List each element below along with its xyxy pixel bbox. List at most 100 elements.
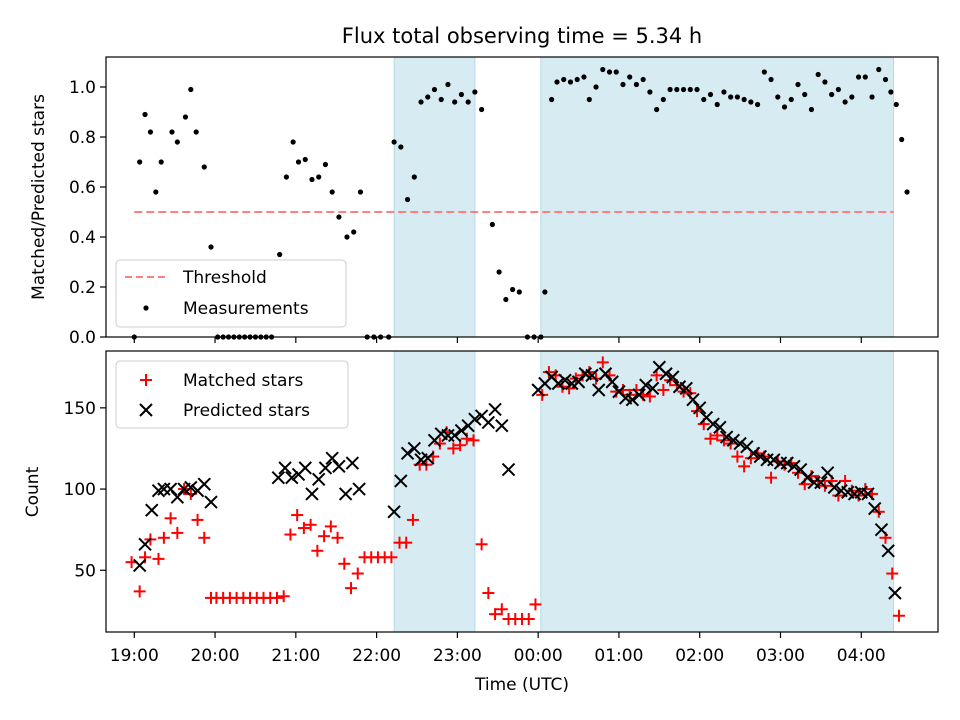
legend-matched-label: Matched stars: [183, 371, 303, 391]
predicted-star-point: [468, 412, 482, 426]
matched-star-point: [284, 528, 297, 541]
measurement-point: [694, 86, 700, 93]
x-marker-b: [352, 482, 366, 496]
measurement-point: [344, 234, 350, 240]
x-marker-b: [345, 456, 360, 470]
measurement-point: [869, 94, 875, 100]
predicted-star-point: [585, 368, 599, 383]
x-marker-b: [474, 409, 489, 423]
legend-matched-swatch: [140, 374, 152, 386]
x-axis-label: Time (UTC): [474, 675, 569, 695]
x-marker-b: [598, 367, 613, 381]
matched-star-point: [304, 518, 317, 531]
predicted-star-point: [345, 456, 360, 470]
predicted-star-point: [787, 459, 801, 474]
x-marker-b: [318, 461, 333, 475]
x-marker-b: [827, 480, 842, 495]
x-marker-b: [558, 373, 572, 387]
predicted-star-point: [625, 393, 640, 407]
measurement-point: [309, 176, 315, 183]
measurement-point: [169, 129, 175, 135]
x-tick-label: 04:00: [837, 646, 886, 666]
predicted-star-point: [305, 487, 319, 501]
x-marker-b: [605, 375, 619, 389]
predicted-star-point: [868, 501, 882, 516]
predicted-star-point: [726, 433, 741, 448]
x-marker-b: [841, 485, 855, 500]
matched-star-point: [385, 551, 398, 564]
x-marker-b: [305, 487, 319, 501]
ratio-legend: Threshold Measurements: [115, 259, 347, 328]
matched-star-point: [406, 513, 419, 526]
y-tick-label: 100: [64, 480, 96, 500]
count-panel: 50 100 150 19:00 20:00 21:00 22:00 23:00 00:00 0…: [23, 350, 939, 695]
measurement-point: [855, 74, 862, 80]
predicted-star-point: [400, 446, 415, 461]
measurement-point: [815, 71, 821, 78]
x-marker-b: [793, 462, 808, 477]
measurement-point: [431, 86, 438, 93]
predicted-star-point: [592, 383, 606, 397]
matched-star-point: [475, 538, 488, 551]
predicted-star-point: [706, 417, 720, 431]
x-marker-b: [204, 495, 218, 509]
y-tick-label: 0.8: [69, 128, 96, 148]
legend-predicted-label: Predicted stars: [183, 401, 310, 421]
measurement-point: [542, 289, 548, 295]
measurement-point: [775, 94, 781, 100]
y-tick-label: 1.0: [69, 78, 96, 98]
x-marker-b: [888, 586, 902, 600]
ratio-axes-frame: [105, 56, 939, 338]
matched-star-point: [596, 356, 609, 369]
x-tick-label: 21:00: [271, 646, 320, 666]
count-y-axis-label: Count: [23, 466, 43, 517]
measurement-point: [876, 66, 882, 73]
matched-star-point: [839, 474, 852, 487]
measurement-point: [808, 106, 815, 113]
x-marker-b: [719, 430, 734, 444]
legend-predicted-swatch: [139, 403, 153, 417]
measurement-point: [781, 104, 788, 110]
x-tick-label: 23:00: [433, 646, 482, 666]
predicted-star-point: [827, 480, 842, 495]
x-marker-b: [679, 381, 693, 396]
measurement-point: [835, 86, 841, 93]
measurement-point: [452, 99, 458, 105]
x-marker-b: [733, 436, 747, 451]
x-marker-b: [726, 433, 741, 448]
measurement-point: [445, 81, 451, 88]
predicted-star-point: [387, 505, 401, 519]
x-marker-b: [713, 420, 727, 435]
measurement-point: [316, 174, 322, 180]
measurement-point: [458, 91, 465, 98]
predicted-star-point: [733, 436, 747, 451]
x-tick-label: 19:00: [110, 646, 159, 666]
x-marker-b: [488, 402, 502, 417]
measurement-point: [208, 244, 214, 250]
x-marker-b: [645, 381, 660, 396]
measurement-point: [479, 106, 485, 113]
x-tick-label: 20:00: [191, 646, 240, 666]
shaded-interval: [393, 56, 476, 338]
measurement-point: [425, 94, 431, 100]
x-marker-b: [780, 456, 794, 470]
predicted-star-point: [753, 449, 767, 464]
measurement-point: [329, 189, 335, 195]
measurement-point: [158, 159, 164, 165]
predicted-star-point: [881, 544, 895, 558]
predicted-star-point: [132, 558, 147, 573]
x-marker-b: [800, 470, 815, 485]
x-marker-b: [138, 537, 152, 551]
x-marker-b: [481, 415, 496, 430]
x-marker-b: [767, 453, 781, 467]
matched-star-point: [495, 603, 508, 616]
x-marker-b: [585, 368, 599, 383]
measurement-point: [674, 86, 680, 93]
measurement-point: [822, 79, 828, 85]
x-marker-b: [625, 393, 640, 407]
shaded-interval: [393, 350, 476, 633]
measurement-point: [862, 74, 868, 80]
measurement-point: [795, 81, 801, 88]
x-marker-b: [787, 459, 801, 474]
x-marker-b: [407, 441, 422, 456]
